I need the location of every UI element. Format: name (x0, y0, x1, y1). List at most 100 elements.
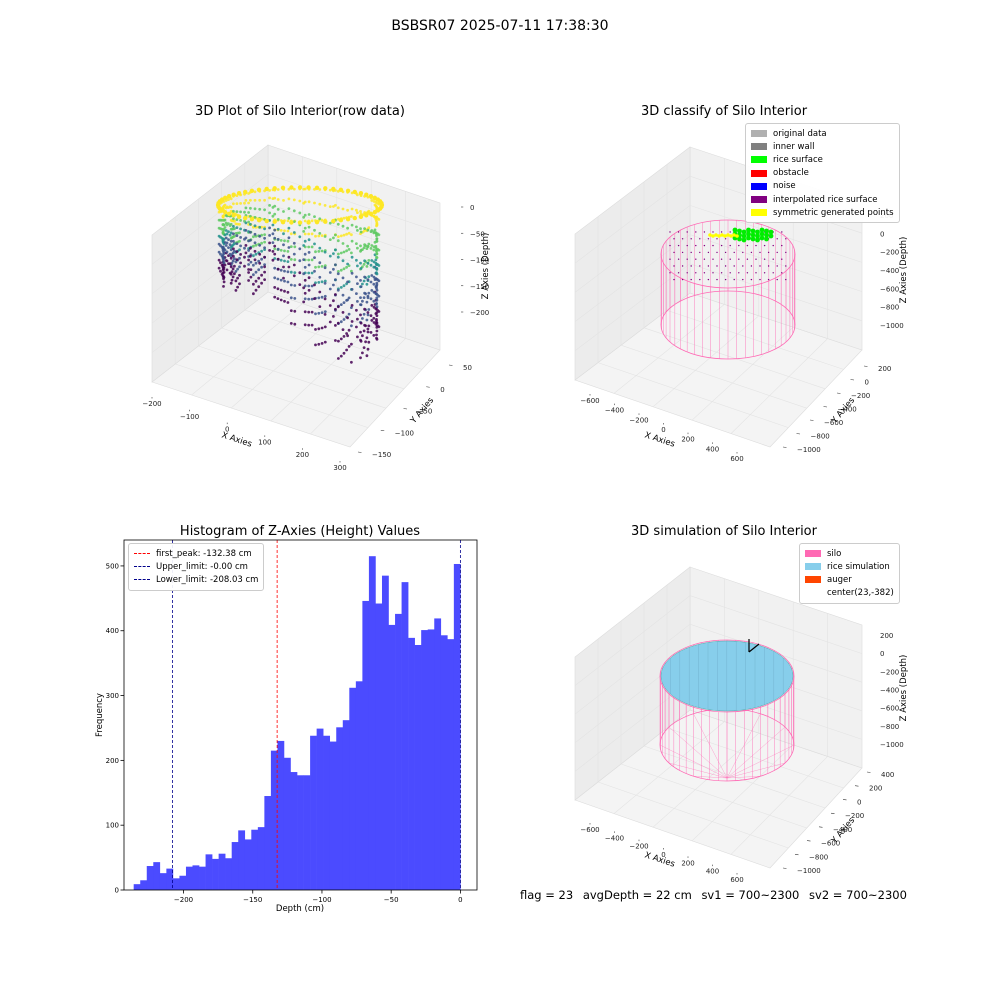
interp-point (781, 258, 783, 260)
data-point (292, 263, 296, 267)
data-point (303, 219, 307, 223)
data-point (268, 219, 271, 222)
data-point (345, 188, 351, 193)
data-point (368, 211, 374, 216)
data-point (337, 235, 340, 239)
silo-bottom-ring (659, 708, 795, 782)
data-point (375, 252, 379, 256)
data-point (235, 194, 239, 198)
data-point (355, 292, 358, 295)
data-point (359, 330, 362, 334)
data-point (236, 267, 240, 271)
data-point (220, 263, 224, 267)
data-point (219, 244, 222, 248)
data-point (373, 203, 377, 207)
data-point (363, 194, 366, 198)
data-point (363, 291, 366, 295)
data-point (225, 214, 229, 218)
tick-mark (854, 785, 859, 787)
data-point (272, 186, 277, 191)
y-tick-label: 400 (106, 627, 119, 635)
interp-point (724, 238, 727, 240)
data-point (338, 218, 344, 223)
interp-point (763, 272, 766, 274)
data-point (366, 195, 370, 199)
data-point (254, 279, 258, 283)
data-point (221, 215, 225, 219)
data-point (375, 267, 378, 271)
data-point (292, 274, 296, 278)
raw-3d-panes (151, 144, 441, 448)
data-point (231, 259, 235, 263)
histogram-bar (218, 853, 226, 890)
data-point (336, 272, 340, 276)
data-point (339, 217, 343, 221)
data-point (239, 261, 243, 265)
z-tick-label: −1000 (880, 322, 904, 330)
data-point (336, 321, 340, 325)
histogram-bar (336, 727, 344, 890)
data-point (231, 243, 235, 247)
data-point (310, 232, 314, 236)
y-tick-label: −100 (395, 429, 414, 437)
data-point (243, 189, 248, 195)
data-point (365, 282, 369, 286)
data-point (365, 229, 369, 233)
y-tick-label: 0 (440, 386, 444, 394)
legend-label: center(23,-382) (827, 588, 894, 599)
histogram-bar (264, 796, 272, 890)
side-pane (151, 144, 269, 383)
data-point (247, 271, 251, 274)
interp-point (699, 251, 701, 254)
data-point (346, 298, 349, 302)
data-point (317, 219, 321, 222)
interp-point (712, 258, 714, 260)
data-point (263, 255, 266, 259)
data-point (263, 225, 266, 229)
data-point (365, 265, 369, 268)
data-point (376, 263, 379, 266)
data-point (310, 219, 314, 223)
data-point (342, 284, 346, 288)
tick-mark (796, 433, 801, 435)
grid-line (613, 721, 725, 814)
legend-entry: inner wall (751, 140, 894, 153)
data-point (313, 242, 316, 246)
data-point (355, 275, 358, 279)
data-point (271, 223, 275, 227)
data-point (374, 261, 378, 265)
rice-point (737, 236, 742, 242)
data-point (227, 222, 230, 226)
data-point (332, 252, 335, 256)
data-point (375, 219, 378, 223)
data-point (233, 264, 236, 268)
data-point (298, 199, 302, 203)
data-point (367, 340, 371, 344)
interp-point (750, 265, 753, 267)
data-point (224, 251, 228, 255)
data-point (253, 249, 257, 253)
data-point (342, 267, 346, 271)
histogram-bar (205, 854, 213, 890)
data-point (313, 297, 316, 300)
rice-point (732, 235, 738, 241)
x-tick-label: 0 (661, 851, 665, 859)
data-point (283, 299, 286, 303)
data-point (347, 248, 351, 251)
data-point (379, 204, 384, 209)
data-point (247, 215, 251, 218)
data-point (320, 311, 324, 314)
data-point (379, 202, 385, 208)
data-point (302, 187, 306, 191)
data-point (220, 200, 224, 204)
data-point (276, 267, 280, 271)
data-point (239, 193, 243, 197)
data-point (365, 354, 369, 358)
data-point (223, 233, 227, 237)
data-point (313, 256, 316, 259)
data-point (234, 260, 238, 264)
data-point (376, 232, 379, 236)
sim-silo-wireframe (659, 639, 795, 782)
data-point (361, 213, 364, 217)
data-point (220, 218, 224, 222)
